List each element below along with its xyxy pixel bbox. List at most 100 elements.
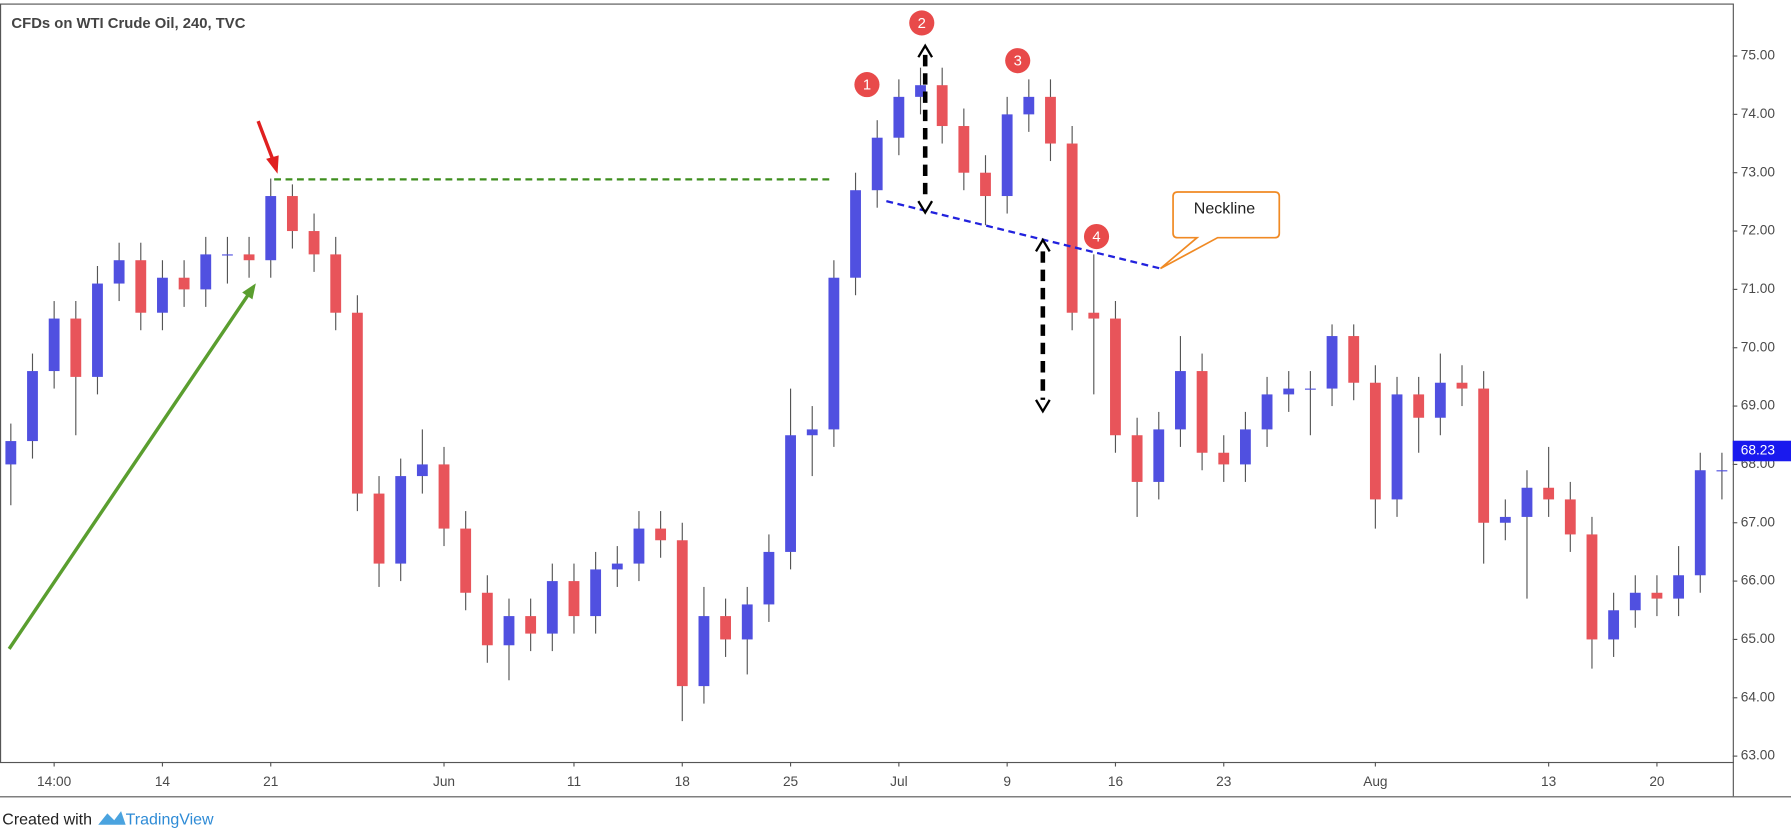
candle-body xyxy=(200,254,212,290)
candle-body xyxy=(655,528,667,541)
peak-arrow xyxy=(256,120,275,161)
axes: 63.0064.0065.0066.0067.0068.0069.0070.00… xyxy=(37,48,1791,789)
x-tick-label: 25 xyxy=(783,774,799,789)
candles xyxy=(5,67,1728,722)
x-tick-label: 16 xyxy=(1108,774,1124,789)
candle-body xyxy=(1283,388,1295,395)
candle-body xyxy=(1348,336,1360,383)
candle-body xyxy=(915,85,926,97)
x-tick-label: 11 xyxy=(567,774,581,789)
candle-body xyxy=(1499,516,1511,523)
y-tick-label: 66.00 xyxy=(1741,573,1776,588)
brand-logo xyxy=(98,811,126,825)
y-tick-label: 75.00 xyxy=(1741,48,1776,63)
target-arrow-bottom xyxy=(1035,399,1051,414)
candle-body xyxy=(1304,388,1316,390)
neckline xyxy=(886,200,1161,270)
y-tick-label: 70.00 xyxy=(1741,339,1776,354)
last-price-marker xyxy=(1732,440,1791,462)
candle-body xyxy=(1586,534,1598,640)
candle-body xyxy=(1001,114,1013,197)
candle-body xyxy=(70,318,82,377)
candle-body xyxy=(676,540,688,687)
marker-label: 4 xyxy=(1092,230,1100,246)
candle-body xyxy=(438,464,450,529)
candle-body xyxy=(611,563,623,570)
candle-body xyxy=(1391,394,1403,500)
candle-body xyxy=(741,604,753,640)
candle-body xyxy=(1175,371,1186,430)
y-tick-label: 65.00 xyxy=(1741,631,1776,646)
candle-body xyxy=(1694,470,1706,576)
x-tick-label: 14:00 xyxy=(37,774,72,789)
candle-body xyxy=(113,260,125,284)
y-tick-label: 69.00 xyxy=(1741,398,1776,413)
x-tick-label: 21 xyxy=(263,774,278,789)
candle-body xyxy=(936,85,948,127)
candle-body xyxy=(1629,592,1641,611)
candle-body xyxy=(1326,336,1338,389)
candle-body xyxy=(1434,382,1446,418)
candle-body xyxy=(1478,388,1490,523)
x-tick-label: 13 xyxy=(1541,774,1557,789)
candle-body xyxy=(1023,96,1035,115)
trend-arrow-head xyxy=(242,283,256,300)
candle-body xyxy=(1218,452,1230,465)
candle-body xyxy=(460,528,472,593)
last-price-label: 68.23 xyxy=(1741,443,1776,458)
candle-body xyxy=(286,196,298,232)
candle-body xyxy=(546,581,558,634)
x-tick-label: 23 xyxy=(1216,774,1232,789)
candle-body xyxy=(92,283,103,377)
chart-title: CFDs on WTI Crude Oil, 240, TVC xyxy=(11,16,245,32)
candle-body xyxy=(1564,499,1576,535)
candle-body xyxy=(1651,592,1663,599)
candle-body xyxy=(893,96,905,138)
x-tick-label: 9 xyxy=(1003,774,1011,789)
candle-body xyxy=(135,260,147,313)
candle-body xyxy=(178,277,190,290)
candle-body xyxy=(633,528,645,564)
candle-body xyxy=(698,616,710,687)
candle-body xyxy=(265,196,277,261)
candle-body xyxy=(308,231,320,255)
candle-body xyxy=(5,441,17,465)
x-tick-label: 14 xyxy=(155,774,171,789)
candle-body xyxy=(481,592,493,646)
candle-body xyxy=(1045,96,1056,144)
y-tick-label: 63.00 xyxy=(1741,748,1776,763)
candle-body xyxy=(243,254,255,261)
candle-body xyxy=(590,569,602,617)
y-tick-label: 73.00 xyxy=(1741,164,1776,179)
candle-body xyxy=(1110,318,1121,436)
neckline-callout xyxy=(1159,191,1281,270)
candle-body xyxy=(1153,429,1165,482)
candle-body xyxy=(1673,575,1685,599)
candle-body xyxy=(568,581,580,617)
candle-body xyxy=(525,616,537,634)
candle-body xyxy=(157,277,168,313)
candle-body xyxy=(850,190,861,278)
trend-arrow xyxy=(7,289,253,650)
annotations: 1 2 3 4 Neckline xyxy=(7,10,1281,650)
footer-brand: TradingView xyxy=(126,811,214,828)
plot-frame xyxy=(0,3,1734,764)
candle-body xyxy=(1456,382,1468,389)
candle-body xyxy=(806,429,818,436)
candle-body xyxy=(958,126,970,173)
y-tick-label: 71.00 xyxy=(1741,281,1776,296)
candle-body xyxy=(1196,371,1208,453)
candle-body xyxy=(1131,435,1143,482)
footer-prefix: Created with xyxy=(2,811,92,828)
x-tick-label: Jul xyxy=(890,774,908,789)
y-tick-label: 64.00 xyxy=(1741,689,1776,704)
x-tick-label: 20 xyxy=(1649,774,1665,789)
marker-label: 1 xyxy=(863,78,871,94)
candle-body xyxy=(763,551,775,605)
candle-body xyxy=(351,312,363,494)
height-arrow-top xyxy=(917,43,934,58)
candle-body xyxy=(1543,487,1555,500)
target-arrow-top xyxy=(1035,237,1051,252)
